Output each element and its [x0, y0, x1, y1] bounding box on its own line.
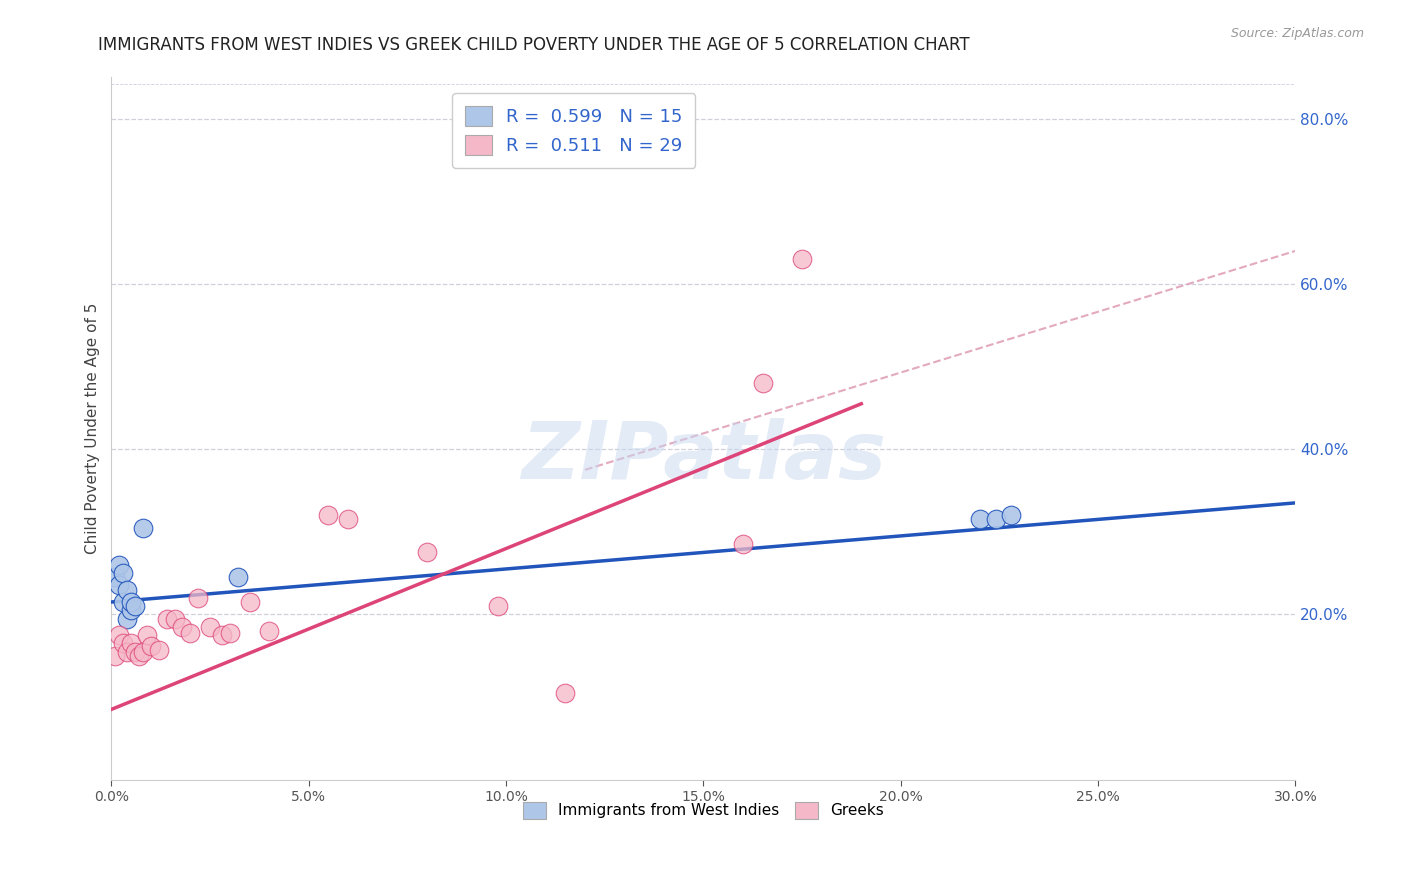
Point [120, 603, 142, 617]
Y-axis label: Child Poverty Under the Age of 5: Child Poverty Under the Age of 5 [86, 303, 100, 554]
Point [172, 620, 194, 634]
Point [790, 252, 813, 267]
Point [104, 570, 127, 584]
Point [211, 628, 233, 642]
Point [179, 625, 201, 640]
Point [136, 628, 159, 642]
Point [115, 582, 138, 597]
Point [148, 643, 170, 657]
Point [156, 611, 179, 625]
Point [112, 566, 135, 580]
Text: IMMIGRANTS FROM WEST INDIES VS GREEK CHILD POVERTY UNDER THE AGE OF 5 CORRELATIO: IMMIGRANTS FROM WEST INDIES VS GREEK CHI… [98, 36, 970, 54]
Point [163, 611, 186, 625]
Point [198, 620, 221, 634]
Point [1000, 508, 1022, 523]
Point [132, 521, 155, 535]
Point [124, 644, 146, 658]
Point [120, 595, 142, 609]
Point [108, 558, 131, 572]
Point [139, 639, 162, 653]
Point [486, 599, 509, 614]
Point [554, 686, 576, 700]
Point [318, 508, 340, 523]
Point [218, 625, 240, 640]
Point [115, 611, 138, 625]
Point [337, 512, 360, 526]
Point [238, 595, 260, 609]
Point [115, 644, 138, 658]
Text: ZIPatlas: ZIPatlas [522, 417, 886, 496]
Point [112, 636, 135, 650]
Point [226, 570, 249, 584]
Point [751, 376, 773, 390]
Point [108, 628, 131, 642]
Point [416, 545, 439, 559]
Point [104, 648, 127, 663]
Point [187, 591, 209, 605]
Text: Source: ZipAtlas.com: Source: ZipAtlas.com [1230, 27, 1364, 40]
Legend: Immigrants from West Indies, Greeks: Immigrants from West Indies, Greeks [517, 796, 890, 824]
Point [259, 624, 281, 638]
Point [120, 636, 142, 650]
Point [984, 512, 1007, 526]
Point [112, 595, 135, 609]
Point [132, 644, 155, 658]
Point [128, 648, 150, 663]
Point [731, 537, 754, 551]
Point [108, 578, 131, 592]
Point [124, 599, 146, 614]
Point [969, 512, 991, 526]
